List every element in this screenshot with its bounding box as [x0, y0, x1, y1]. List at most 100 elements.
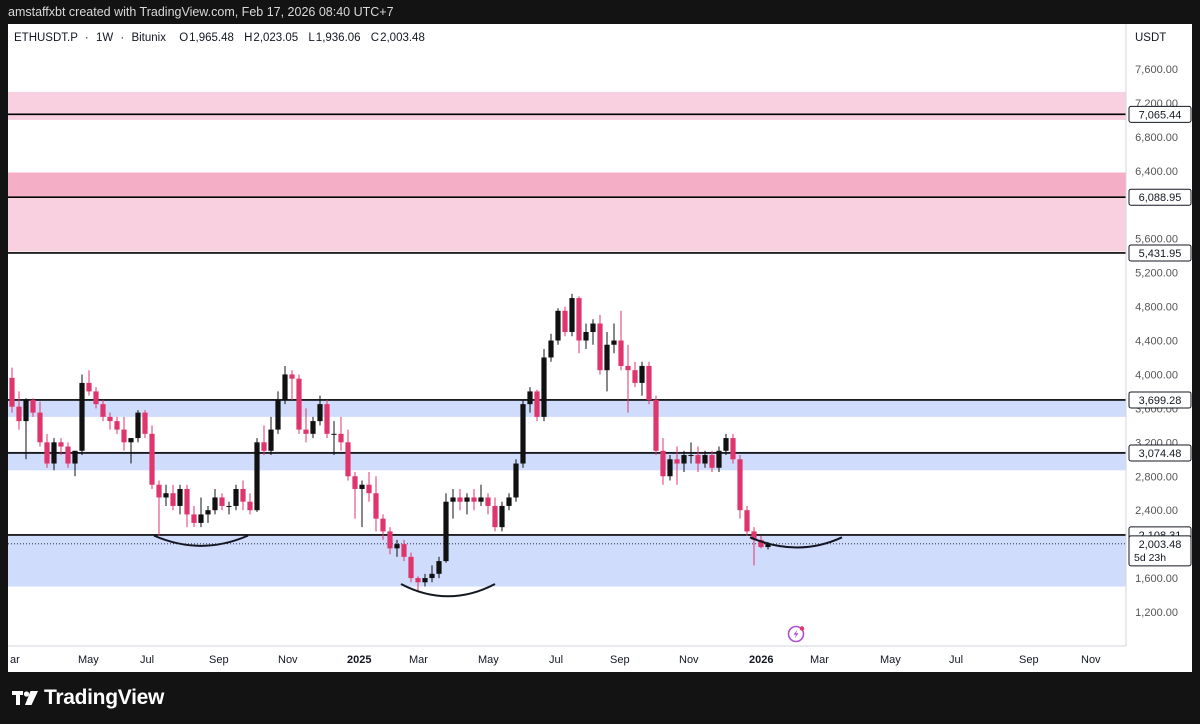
zone-1	[8, 196, 1126, 252]
time-tick-label: Mar	[810, 654, 829, 666]
candle-body	[23, 399, 29, 422]
candle-body	[261, 442, 267, 451]
candle-body	[562, 310, 568, 333]
candle-body	[611, 340, 617, 345]
candle	[72, 450, 78, 477]
candle	[527, 387, 533, 413]
symbol-legend: ETHUSDT.P · 1W · Bitunix O1,965.48 H2,02…	[14, 32, 425, 44]
candle	[702, 450, 708, 468]
candle-body	[730, 438, 736, 460]
candle	[65, 442, 71, 468]
last-price-label: 2,003.48	[1139, 539, 1182, 551]
time-axis-bg	[8, 646, 1192, 672]
candle	[506, 493, 512, 511]
candle-body	[212, 497, 218, 511]
candle-body	[191, 514, 197, 523]
level-price-box	[1128, 244, 1192, 262]
candle	[499, 501, 505, 532]
candle-body	[723, 438, 729, 451]
time-tick-label: Mar	[409, 654, 428, 666]
candle	[177, 484, 183, 515]
time-tick-label: Sep	[610, 654, 630, 666]
zones-layer	[8, 91, 1126, 587]
time-tick-label: May	[478, 654, 499, 666]
level-price-label: 5,431.95	[1139, 248, 1182, 260]
candle	[233, 484, 239, 511]
chart-caption-bar: amstaffxbt created with TradingView.com,…	[0, 0, 1200, 24]
candle-body	[51, 442, 57, 464]
zone-2	[8, 172, 1126, 197]
candle-body	[72, 450, 78, 464]
candle	[604, 332, 610, 392]
candle	[520, 399, 526, 468]
price-tick-label: 6,400.00	[1135, 166, 1178, 178]
lightning-icon[interactable]	[787, 625, 805, 643]
candle-body	[513, 463, 519, 498]
candle-body	[646, 365, 652, 400]
time-tick-label: ar	[10, 654, 20, 666]
candle-body	[310, 421, 316, 434]
candle	[653, 395, 659, 456]
zone-3	[8, 399, 1126, 417]
candle	[114, 416, 120, 434]
candle-body	[660, 450, 666, 477]
candle-body	[240, 488, 246, 502]
candle	[695, 446, 701, 473]
candle-body	[625, 365, 631, 371]
tradingview-logo[interactable]: TradingView	[12, 684, 164, 712]
tradingview-logo-icon	[12, 691, 38, 705]
candlestick-chart[interactable]: 7,600.007,200.006,800.006,400.005,600.00…	[8, 24, 1192, 672]
time-tick-label: Jul	[140, 654, 154, 666]
candle-body	[135, 412, 141, 439]
candle	[149, 425, 155, 489]
candle-body	[688, 455, 694, 457]
chart-panel[interactable]: 7,600.00 7,200.00 6,800.00 6,400.00 5,600.00…	[8, 24, 1192, 672]
candle	[583, 323, 589, 349]
price-tick-label: 5,600.00	[1135, 234, 1178, 246]
candle	[436, 556, 442, 579]
candle	[303, 408, 309, 443]
open-value: 1,965.48	[189, 32, 234, 44]
price-tick-label: 1,200.00	[1135, 607, 1178, 619]
candle-body	[93, 391, 99, 405]
candle	[380, 514, 386, 540]
candle-body	[583, 332, 589, 341]
candle	[37, 401, 43, 447]
candle	[562, 306, 568, 337]
chart-caption: amstaffxbt created with TradingView.com,…	[8, 5, 394, 19]
price-tick-label: 6,800.00	[1135, 132, 1178, 144]
candle-body	[226, 505, 232, 507]
candle	[23, 398, 29, 460]
candle	[513, 459, 519, 502]
candle	[93, 387, 99, 409]
candles-layer	[9, 293, 771, 591]
candle	[611, 323, 617, 354]
candle	[422, 573, 428, 587]
candle	[345, 429, 351, 481]
candle	[170, 484, 176, 511]
candle-body	[366, 484, 372, 494]
candle-body	[534, 391, 540, 417]
candle	[744, 505, 750, 536]
candle-body	[520, 404, 526, 464]
candle-body	[303, 429, 309, 434]
candle	[751, 527, 757, 566]
candle	[58, 438, 64, 456]
time-tick-label: 2026	[749, 654, 773, 666]
candle-body	[352, 476, 358, 489]
candle-body	[79, 382, 85, 451]
candle	[401, 539, 407, 562]
candle	[709, 450, 715, 473]
svg-text:ETHUSDT.P · 1W: ETHUSDT.P · 1W · Bitunix O1,965.48 H2,02…	[14, 32, 425, 44]
candle-body	[324, 404, 330, 434]
close-value: 2,003.48	[380, 32, 425, 44]
exchange-label: Bitunix	[131, 32, 166, 44]
candle-body	[667, 459, 673, 477]
candle	[415, 576, 421, 591]
candle-body	[457, 497, 463, 502]
price-tick-label: 4,800.00	[1135, 302, 1178, 314]
candle	[282, 365, 288, 405]
candle	[443, 493, 449, 563]
candle-body	[107, 416, 113, 422]
candle-body	[380, 518, 386, 532]
